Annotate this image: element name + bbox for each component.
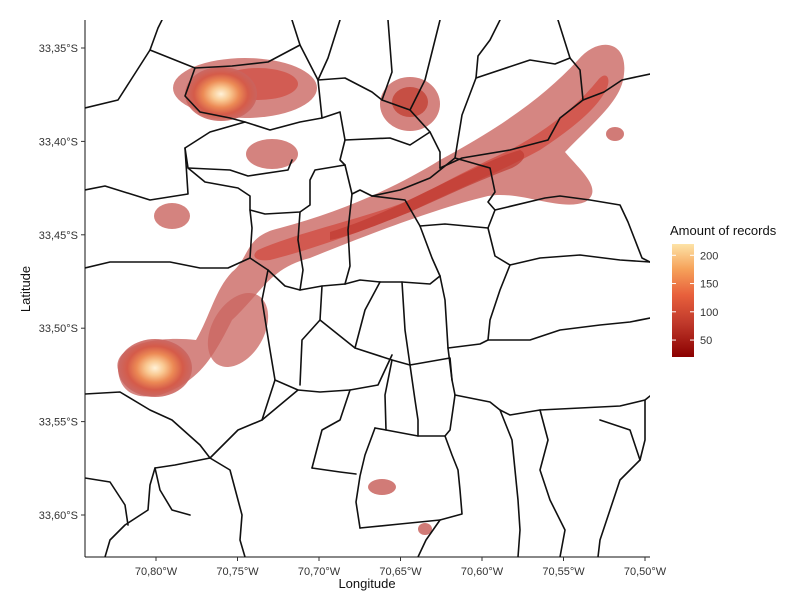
heat-corridor-mid: [254, 75, 609, 261]
y-axis-title: Latitude: [18, 266, 33, 312]
heat-blob-south-small: [368, 479, 396, 495]
y-tick-label: 33,60°S: [39, 510, 78, 522]
hotspot-north: [185, 67, 257, 121]
legend-tick-label: 150: [700, 279, 718, 291]
y-tick-label: 33,50°S: [39, 323, 78, 335]
heat-blob-south-tiny: [418, 523, 432, 535]
legend-tick-label: 50: [700, 335, 712, 347]
y-tick-label: 33,55°S: [39, 417, 78, 429]
legend-tick-label: 200: [700, 250, 718, 262]
hotspot-southwest: [118, 339, 192, 397]
legend: Amount of records 200 150 100 50: [670, 223, 777, 357]
y-tick-label: 33,45°S: [39, 230, 78, 242]
heat-blob-north-center-mid: [392, 87, 428, 117]
legend-tick-label: 100: [700, 307, 718, 319]
y-tick-label: 33,35°S: [39, 43, 78, 55]
heat-corridor-inner: [330, 150, 525, 240]
x-tick-label: 70,60°W: [461, 566, 504, 578]
heat-blob-small-west: [246, 139, 298, 169]
legend-ticks: 200 150 100 50: [672, 250, 718, 347]
x-tick-label: 70,65°W: [379, 566, 422, 578]
density-layer: [117, 44, 625, 535]
x-tick-label: 70,75°W: [216, 566, 259, 578]
x-tick-label: 70,80°W: [135, 566, 178, 578]
commune-borders: [85, 20, 650, 557]
legend-title: Amount of records: [670, 223, 777, 238]
heat-blob-west-isolated: [154, 203, 190, 229]
y-axis-ticks: 33,35°S 33,40°S 33,45°S 33,50°S 33,55°S 33,60…: [39, 43, 85, 522]
heat-blob-west-branch: [207, 293, 269, 367]
x-axis-ticks: 70,80°W 70,75°W 70,70°W 70,65°W 70,60°W 70,55…: [135, 557, 667, 578]
x-tick-label: 70,70°W: [298, 566, 341, 578]
y-tick-label: 33,40°S: [39, 136, 78, 148]
x-tick-label: 70,55°W: [542, 566, 585, 578]
x-tick-label: 70,50°W: [624, 566, 667, 578]
legend-colorbar: [672, 244, 694, 357]
x-axis-title: Longitude: [338, 576, 395, 591]
heat-blob-east-tiny: [606, 127, 624, 141]
